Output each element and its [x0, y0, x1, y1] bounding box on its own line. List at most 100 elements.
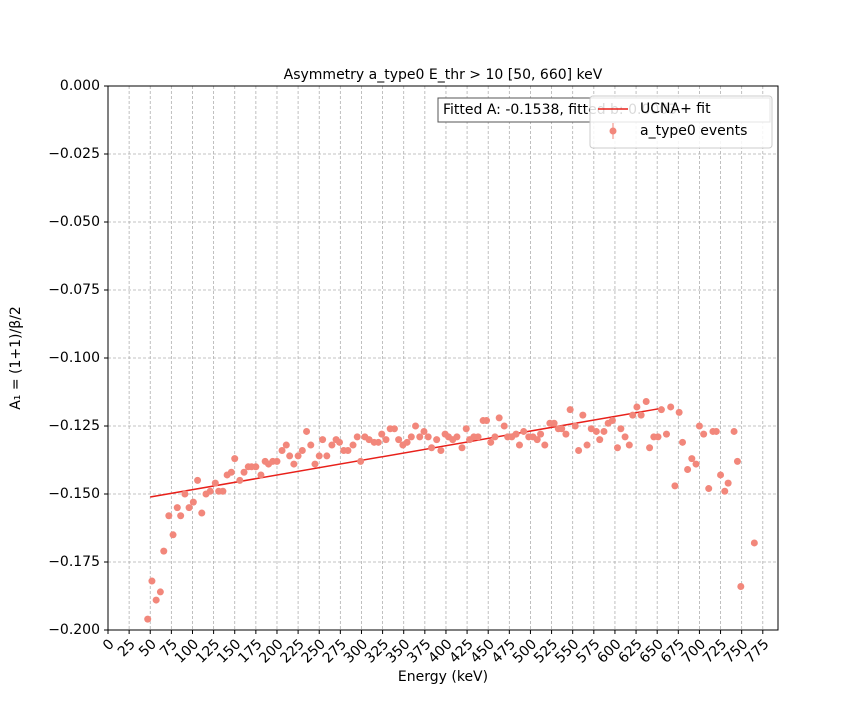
data-point — [583, 441, 591, 449]
data-point — [662, 430, 670, 438]
data-point — [227, 468, 235, 476]
data-point — [579, 411, 587, 419]
y-tick-label: −0.050 — [48, 214, 100, 230]
data-point — [491, 433, 499, 441]
data-point — [700, 430, 708, 438]
data-point — [730, 427, 738, 435]
data-point — [323, 452, 331, 460]
data-point — [315, 452, 323, 460]
data-point — [424, 433, 432, 441]
data-point — [629, 411, 637, 419]
data-point — [194, 476, 202, 484]
data-point — [177, 512, 185, 520]
data-point — [633, 403, 641, 411]
data-point — [608, 417, 616, 425]
data-point — [688, 455, 696, 463]
x-tick-label: 50 — [136, 636, 160, 660]
data-point — [537, 430, 545, 438]
x-axis-label: Energy (keV) — [398, 669, 488, 685]
plot-frame — [107, 85, 779, 631]
data-point — [311, 460, 319, 468]
data-point — [328, 441, 336, 449]
data-point — [282, 441, 290, 449]
data-point — [294, 452, 302, 460]
data-point — [169, 531, 177, 539]
data-point — [515, 441, 523, 449]
data-point — [487, 438, 495, 446]
data-point — [571, 422, 579, 430]
data-point — [566, 406, 574, 414]
y-tick-label: −0.175 — [48, 554, 100, 570]
data-point — [273, 457, 281, 465]
data-point — [474, 433, 482, 441]
data-point — [692, 460, 700, 468]
data-point — [165, 512, 173, 520]
data-point — [512, 430, 520, 438]
data-point — [189, 498, 197, 506]
data-point — [717, 471, 725, 479]
data-point — [433, 436, 441, 444]
data-point — [382, 436, 390, 444]
legend-box — [589, 95, 773, 149]
data-point — [705, 485, 713, 493]
y-tick-label: −0.125 — [48, 418, 100, 434]
data-point — [349, 441, 357, 449]
legend-label: UCNA+ fit — [640, 101, 711, 117]
data-point — [600, 427, 608, 435]
fit-line — [150, 407, 662, 498]
y-axis-label: A₁ = (1+1)/β/2 — [8, 306, 24, 410]
data-point — [319, 436, 327, 444]
data-point — [550, 419, 558, 427]
data-point — [562, 430, 570, 438]
data-point — [257, 471, 265, 479]
y-tick-label: −0.150 — [48, 486, 100, 502]
data-point — [412, 422, 420, 430]
data-point — [286, 452, 294, 460]
data-point — [240, 468, 248, 476]
y-tick-label: −0.025 — [48, 146, 100, 162]
data-point — [344, 446, 352, 454]
data-point — [621, 433, 629, 441]
data-point — [185, 504, 193, 512]
data-point — [252, 463, 260, 471]
data-point — [462, 425, 470, 433]
data-point — [750, 539, 758, 547]
y-tick-label: −0.075 — [48, 282, 100, 298]
data-point — [198, 509, 206, 517]
x-tick-label: 775 — [742, 636, 772, 666]
data-point — [679, 438, 687, 446]
data-point — [592, 427, 600, 435]
y-tick-label: −0.100 — [48, 350, 100, 366]
data-point — [148, 577, 156, 585]
data-point — [541, 441, 549, 449]
data-point — [737, 582, 745, 590]
data-point — [298, 446, 306, 454]
data-point — [675, 408, 683, 416]
data-point — [374, 438, 382, 446]
legend-label: a_type0 events — [640, 123, 747, 139]
data-point — [403, 438, 411, 446]
data-point — [144, 615, 152, 623]
chart-title: Asymmetry a_type0 E_thr > 10 [50, 660] k… — [284, 67, 603, 83]
data-point — [416, 433, 424, 441]
data-point — [500, 422, 508, 430]
data-point — [437, 446, 445, 454]
data-point — [236, 476, 244, 484]
data-point — [357, 457, 365, 465]
data-point — [495, 414, 503, 422]
data-point — [156, 588, 164, 596]
data-point — [181, 490, 189, 498]
data-point — [684, 466, 692, 474]
data-point — [721, 487, 729, 495]
data-point — [160, 547, 168, 555]
data-point — [407, 433, 415, 441]
data-point — [733, 457, 741, 465]
data-point — [617, 425, 625, 433]
data-point — [558, 425, 566, 433]
data-point — [206, 487, 214, 495]
data-point — [395, 436, 403, 444]
data-point — [378, 430, 386, 438]
data-point — [712, 427, 720, 435]
